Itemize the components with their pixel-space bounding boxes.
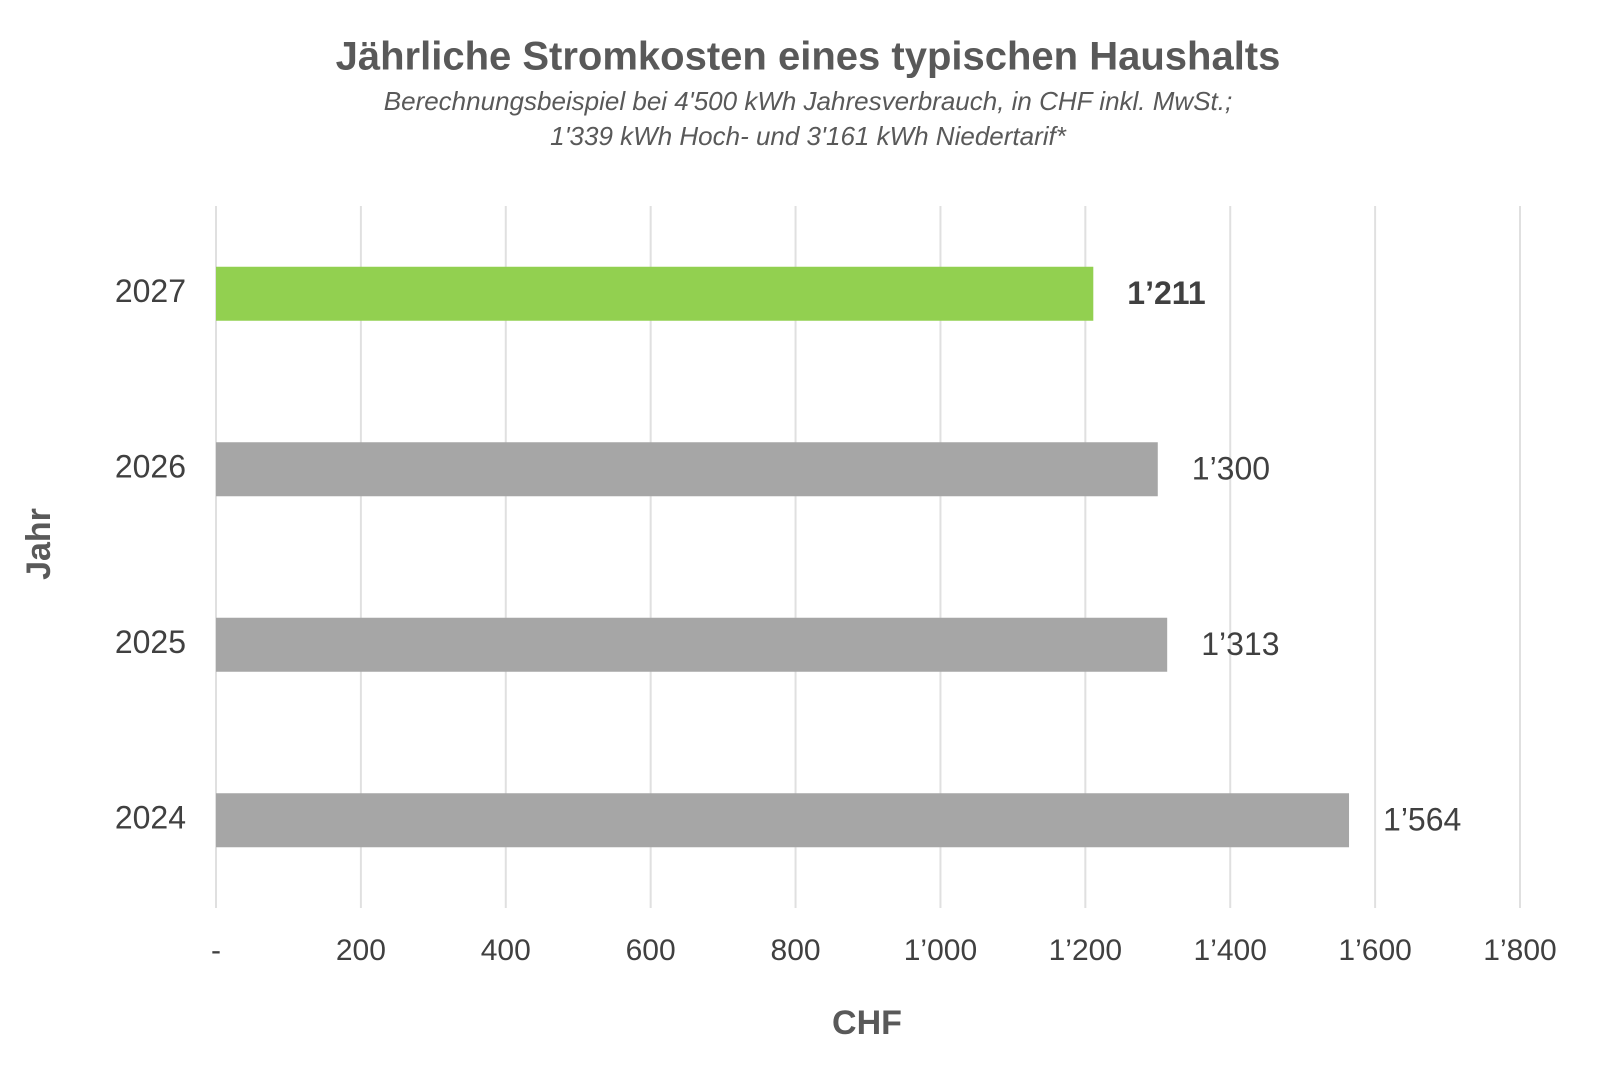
chart-subtitle: 1'339 kWh Hoch- und 3'161 kWh Niedertari… (550, 121, 1067, 151)
x-axis-title: CHF (832, 1004, 902, 1042)
bar (216, 793, 1350, 848)
x-tick-label: - (211, 934, 221, 967)
chart-title: Jährliche Stromkosten eines typischen Ha… (336, 35, 1281, 79)
y-tick-label: 2025 (115, 624, 186, 660)
x-tick-label: 200 (336, 934, 386, 967)
x-tick-label: 1’800 (1483, 934, 1556, 967)
x-tick-label: 1’000 (904, 934, 977, 967)
x-tick-label: 1’400 (1194, 934, 1267, 967)
value-label: 1’211 (1127, 275, 1205, 311)
x-tick-label: 600 (626, 934, 676, 967)
x-tick-label: 1’600 (1338, 934, 1411, 967)
x-tick-label: 1’200 (1049, 934, 1122, 967)
y-axis-title: Jahr (20, 508, 58, 580)
x-tick-label: 800 (771, 934, 821, 967)
bar (216, 617, 1168, 672)
value-label: 1’300 (1192, 451, 1270, 487)
value-label: 1’313 (1201, 626, 1279, 662)
bar (216, 266, 1094, 321)
value-label: 1’564 (1383, 802, 1461, 838)
y-tick-label: 2026 (115, 449, 186, 485)
chart-subtitle: Berechnungsbeispiel bei 4'500 kWh Jahres… (384, 86, 1232, 116)
y-tick-label: 2024 (115, 800, 186, 836)
x-tick-label: 400 (481, 934, 531, 967)
y-tick-label: 2027 (115, 273, 186, 309)
bar (216, 442, 1158, 497)
